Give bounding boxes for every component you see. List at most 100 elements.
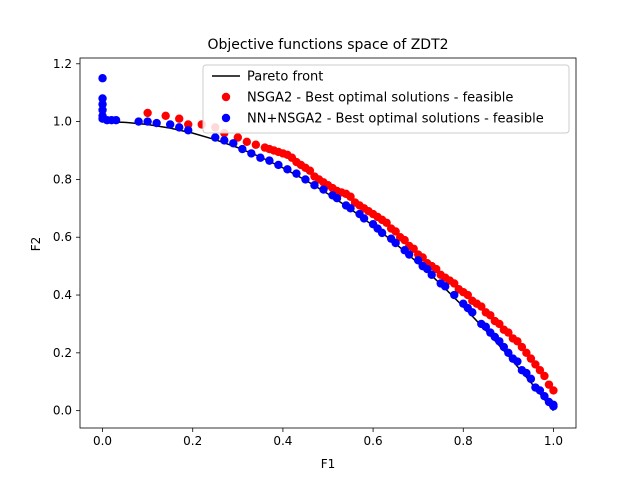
data-point xyxy=(432,264,441,274)
data-point xyxy=(526,374,536,384)
data-point xyxy=(526,354,536,363)
data-point xyxy=(242,137,252,147)
data-point xyxy=(413,256,423,265)
legend: Pareto front NSGA2 - Best optimal solutio… xyxy=(202,64,570,134)
data-point xyxy=(143,117,152,126)
data-point xyxy=(175,123,184,132)
data-point xyxy=(247,149,256,158)
data-point xyxy=(535,386,545,395)
data-point xyxy=(111,115,121,125)
data-point xyxy=(98,74,107,83)
x-axis-label: F1 xyxy=(321,457,336,471)
data-point xyxy=(382,218,391,227)
data-point xyxy=(468,308,477,317)
data-point xyxy=(377,228,387,238)
data-point xyxy=(98,94,107,103)
data-point xyxy=(391,227,400,236)
data-point xyxy=(256,153,265,162)
data-point xyxy=(522,368,531,378)
data-point xyxy=(540,371,549,381)
data-point xyxy=(400,235,409,245)
legend-label: NN+NSGA2 - Best optimal solutions - feas… xyxy=(247,112,544,127)
data-point xyxy=(238,144,247,154)
data-point xyxy=(161,111,170,121)
data-point xyxy=(229,139,238,148)
data-point xyxy=(549,386,558,395)
data-point xyxy=(499,342,509,352)
data-point xyxy=(427,270,436,279)
y-tick-label: 0.4 xyxy=(53,288,72,302)
y-tick-label: 1.2 xyxy=(53,57,72,71)
y-tick-label: 0.0 xyxy=(53,404,72,418)
data-point xyxy=(251,140,261,149)
y-tick-label: 1.0 xyxy=(53,115,72,129)
data-point xyxy=(495,319,504,329)
y-tick-label: 0.8 xyxy=(53,172,72,186)
legend-label: NSGA2 - Best optimal solutions - feasibl… xyxy=(247,91,513,106)
data-point xyxy=(143,108,152,118)
data-point xyxy=(265,156,274,165)
data-point xyxy=(346,192,355,201)
y-tick-label: 0.6 xyxy=(53,230,72,244)
data-point xyxy=(441,282,450,291)
data-point xyxy=(165,120,175,129)
data-point xyxy=(292,169,301,178)
data-point xyxy=(98,100,107,109)
y-tick-label: 0.2 xyxy=(53,346,72,360)
data-point xyxy=(463,290,472,300)
legend-box xyxy=(202,64,570,134)
data-point xyxy=(504,348,513,358)
data-point xyxy=(184,120,193,129)
data-point xyxy=(233,133,243,142)
data-point xyxy=(152,118,161,128)
data-point xyxy=(175,114,184,123)
axes-frame xyxy=(79,57,577,429)
data-point xyxy=(391,238,400,248)
data-point xyxy=(409,244,418,253)
x-tick-label: 0.2 xyxy=(183,434,202,448)
chart-title: Objective functions space of ZDT2 xyxy=(207,37,448,53)
data-point xyxy=(477,302,486,311)
data-point xyxy=(517,342,527,352)
axes: 0.0 0.2 0.4 0.6 0.8 1.0 0.0 0.2 0.4 0.6 0.8 1.0 1.2 xyxy=(53,57,577,448)
data-point xyxy=(310,180,319,190)
data-point xyxy=(359,214,369,223)
data-point xyxy=(486,311,495,320)
data-point xyxy=(540,392,549,401)
data-point xyxy=(211,133,220,142)
data-point xyxy=(305,166,315,175)
data-point xyxy=(283,165,292,174)
data-point xyxy=(98,105,107,115)
data-point xyxy=(549,402,558,411)
data-point xyxy=(346,204,355,213)
x-tick-label: 0.4 xyxy=(273,434,292,448)
data-point xyxy=(513,357,522,366)
data-point xyxy=(184,126,193,135)
legend-dot-marker xyxy=(221,92,231,102)
y-axis-label: F2 xyxy=(29,237,43,252)
data-point xyxy=(481,322,491,332)
data-point xyxy=(544,380,554,389)
x-tick-label: 0.6 xyxy=(364,434,383,448)
data-point xyxy=(332,194,342,203)
data-point xyxy=(495,337,504,346)
data-point xyxy=(522,348,531,358)
data-point xyxy=(404,250,414,259)
data-point xyxy=(535,365,545,375)
legend-label: Pareto front xyxy=(247,70,323,85)
data-point xyxy=(274,160,283,170)
data-point xyxy=(134,117,143,126)
series-2-points xyxy=(98,74,558,411)
x-tick-label: 1.0 xyxy=(544,434,563,448)
data-point xyxy=(220,136,229,145)
legend-dot-marker xyxy=(221,113,231,123)
data-point xyxy=(513,337,522,346)
data-point xyxy=(301,175,310,184)
data-point xyxy=(423,264,432,274)
x-tick-label: 0.0 xyxy=(93,434,112,448)
x-tick-label: 0.8 xyxy=(454,434,473,448)
data-point xyxy=(450,279,459,288)
data-point xyxy=(450,290,459,300)
